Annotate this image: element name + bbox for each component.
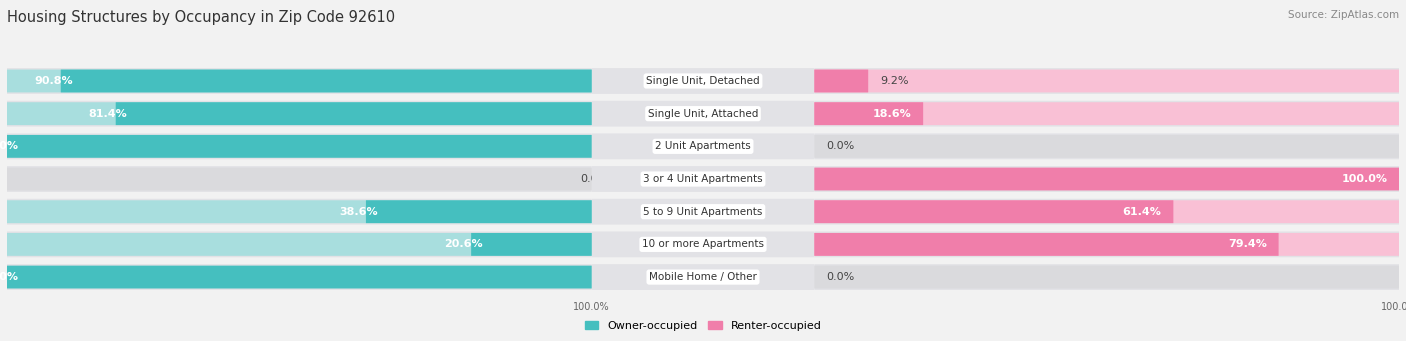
- FancyBboxPatch shape: [115, 102, 592, 125]
- FancyBboxPatch shape: [7, 133, 592, 159]
- Text: 100.0%: 100.0%: [0, 272, 18, 282]
- Text: 10 or more Apartments: 10 or more Apartments: [643, 239, 763, 249]
- FancyBboxPatch shape: [7, 200, 592, 223]
- FancyBboxPatch shape: [7, 232, 592, 257]
- FancyBboxPatch shape: [814, 101, 1399, 127]
- FancyBboxPatch shape: [814, 232, 1399, 257]
- FancyBboxPatch shape: [814, 70, 868, 92]
- FancyBboxPatch shape: [814, 199, 1399, 225]
- FancyBboxPatch shape: [366, 200, 592, 223]
- FancyBboxPatch shape: [814, 133, 1399, 159]
- Text: 3 or 4 Unit Apartments: 3 or 4 Unit Apartments: [643, 174, 763, 184]
- Text: 18.6%: 18.6%: [873, 109, 911, 119]
- FancyBboxPatch shape: [814, 135, 1399, 158]
- FancyBboxPatch shape: [7, 135, 592, 158]
- FancyBboxPatch shape: [471, 233, 592, 256]
- Text: 2 Unit Apartments: 2 Unit Apartments: [655, 142, 751, 151]
- FancyBboxPatch shape: [60, 70, 592, 92]
- FancyBboxPatch shape: [814, 167, 1399, 191]
- FancyBboxPatch shape: [7, 266, 592, 288]
- Text: 0.0%: 0.0%: [579, 174, 609, 184]
- Text: Source: ZipAtlas.com: Source: ZipAtlas.com: [1288, 10, 1399, 20]
- FancyBboxPatch shape: [588, 68, 818, 94]
- FancyBboxPatch shape: [588, 133, 818, 159]
- FancyBboxPatch shape: [7, 101, 592, 127]
- Text: 20.6%: 20.6%: [444, 239, 482, 249]
- FancyBboxPatch shape: [814, 266, 1399, 288]
- Text: 5 to 9 Unit Apartments: 5 to 9 Unit Apartments: [644, 207, 762, 217]
- Text: 100.0%: 100.0%: [0, 142, 18, 151]
- Text: 38.6%: 38.6%: [339, 207, 378, 217]
- FancyBboxPatch shape: [814, 233, 1278, 256]
- Text: Housing Structures by Occupancy in Zip Code 92610: Housing Structures by Occupancy in Zip C…: [7, 10, 395, 25]
- Text: 81.4%: 81.4%: [89, 109, 128, 119]
- FancyBboxPatch shape: [814, 68, 1399, 94]
- FancyBboxPatch shape: [814, 233, 1399, 256]
- Text: Single Unit, Detached: Single Unit, Detached: [647, 76, 759, 86]
- Text: 90.8%: 90.8%: [34, 76, 73, 86]
- FancyBboxPatch shape: [814, 70, 1399, 92]
- Legend: Owner-occupied, Renter-occupied: Owner-occupied, Renter-occupied: [581, 316, 825, 336]
- FancyBboxPatch shape: [814, 200, 1399, 223]
- FancyBboxPatch shape: [7, 68, 592, 94]
- FancyBboxPatch shape: [7, 199, 592, 225]
- FancyBboxPatch shape: [7, 233, 592, 256]
- FancyBboxPatch shape: [814, 102, 1399, 125]
- FancyBboxPatch shape: [7, 167, 592, 191]
- Text: Single Unit, Attached: Single Unit, Attached: [648, 109, 758, 119]
- FancyBboxPatch shape: [814, 166, 1399, 192]
- FancyBboxPatch shape: [814, 102, 924, 125]
- FancyBboxPatch shape: [588, 264, 818, 290]
- FancyBboxPatch shape: [814, 200, 1174, 223]
- Text: 9.2%: 9.2%: [880, 76, 908, 86]
- Text: 0.0%: 0.0%: [827, 142, 855, 151]
- FancyBboxPatch shape: [588, 101, 818, 127]
- FancyBboxPatch shape: [7, 166, 592, 192]
- FancyBboxPatch shape: [814, 264, 1399, 290]
- Text: 61.4%: 61.4%: [1123, 207, 1161, 217]
- FancyBboxPatch shape: [7, 70, 592, 92]
- FancyBboxPatch shape: [588, 232, 818, 257]
- Text: Mobile Home / Other: Mobile Home / Other: [650, 272, 756, 282]
- Text: 0.0%: 0.0%: [827, 272, 855, 282]
- Text: 79.4%: 79.4%: [1227, 239, 1267, 249]
- FancyBboxPatch shape: [588, 199, 818, 225]
- FancyBboxPatch shape: [588, 166, 818, 192]
- FancyBboxPatch shape: [7, 102, 592, 125]
- Text: 100.0%: 100.0%: [1341, 174, 1388, 184]
- FancyBboxPatch shape: [7, 264, 592, 290]
